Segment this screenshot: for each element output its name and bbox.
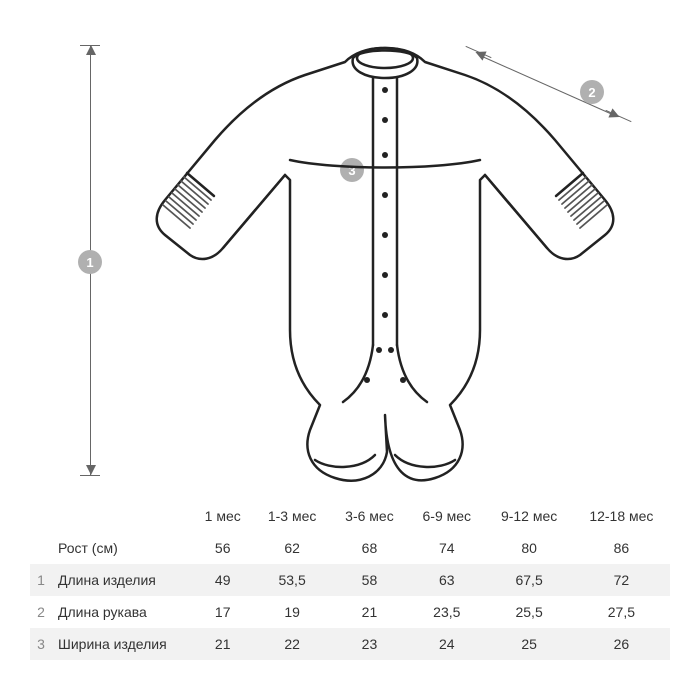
row-label: Длина рукава [52,596,192,628]
row-marker-number: 2 [30,596,52,628]
row-label: Длина изделия [52,564,192,596]
col-header: 12-18 мес [573,500,670,532]
col-header: 1-3 мес [253,500,330,532]
cell-value: 80 [485,532,572,564]
cell-value: 19 [253,596,330,628]
row-label: Рост (см) [52,532,192,564]
cell-value: 86 [573,532,670,564]
row-marker-number [30,532,52,564]
row-marker-number: 3 [30,628,52,660]
table-row: 1Длина изделия4953,5586367,572 [30,564,670,596]
col-header: 3-6 мес [331,500,408,532]
cell-value: 25 [485,628,572,660]
table-row: 2Длина рукава17192123,525,527,5 [30,596,670,628]
dim-arrow-icon [86,465,96,475]
cell-value: 24 [408,628,485,660]
table-body: Рост (см)5662687480861Длина изделия4953,… [30,532,670,660]
cell-value: 27,5 [573,596,670,628]
cell-value: 53,5 [253,564,330,596]
dim-tick [80,475,100,476]
size-chart-container: 1 2 3 [0,0,700,700]
header-blank [30,500,52,532]
table-row: 3Ширина изделия212223242526 [30,628,670,660]
cell-value: 63 [408,564,485,596]
header-blank [52,500,192,532]
col-header: 9-12 мес [485,500,572,532]
marker-1: 1 [78,250,102,274]
cell-value: 25,5 [485,596,572,628]
row-label: Ширина изделия [52,628,192,660]
cell-value: 67,5 [485,564,572,596]
cell-value: 56 [192,532,253,564]
garment-illustration [135,30,635,490]
cell-value: 17 [192,596,253,628]
table-row: Рост (см)566268748086 [30,532,670,564]
cell-value: 21 [192,628,253,660]
cell-value: 26 [573,628,670,660]
cell-value: 62 [253,532,330,564]
cell-value: 68 [331,532,408,564]
col-header: 6-9 мес [408,500,485,532]
row-marker-number: 1 [30,564,52,596]
cell-value: 74 [408,532,485,564]
cell-value: 22 [253,628,330,660]
cell-value: 21 [331,596,408,628]
cell-value: 23 [331,628,408,660]
cell-value: 58 [331,564,408,596]
col-header: 1 мес [192,500,253,532]
cell-value: 72 [573,564,670,596]
cell-value: 49 [192,564,253,596]
cell-value: 23,5 [408,596,485,628]
table-header-row: 1 мес 1-3 мес 3-6 мес 6-9 мес 9-12 мес 1… [30,500,670,532]
diagram-area: 1 2 3 [60,20,640,480]
size-table: 1 мес 1-3 мес 3-6 мес 6-9 мес 9-12 мес 1… [30,500,670,660]
